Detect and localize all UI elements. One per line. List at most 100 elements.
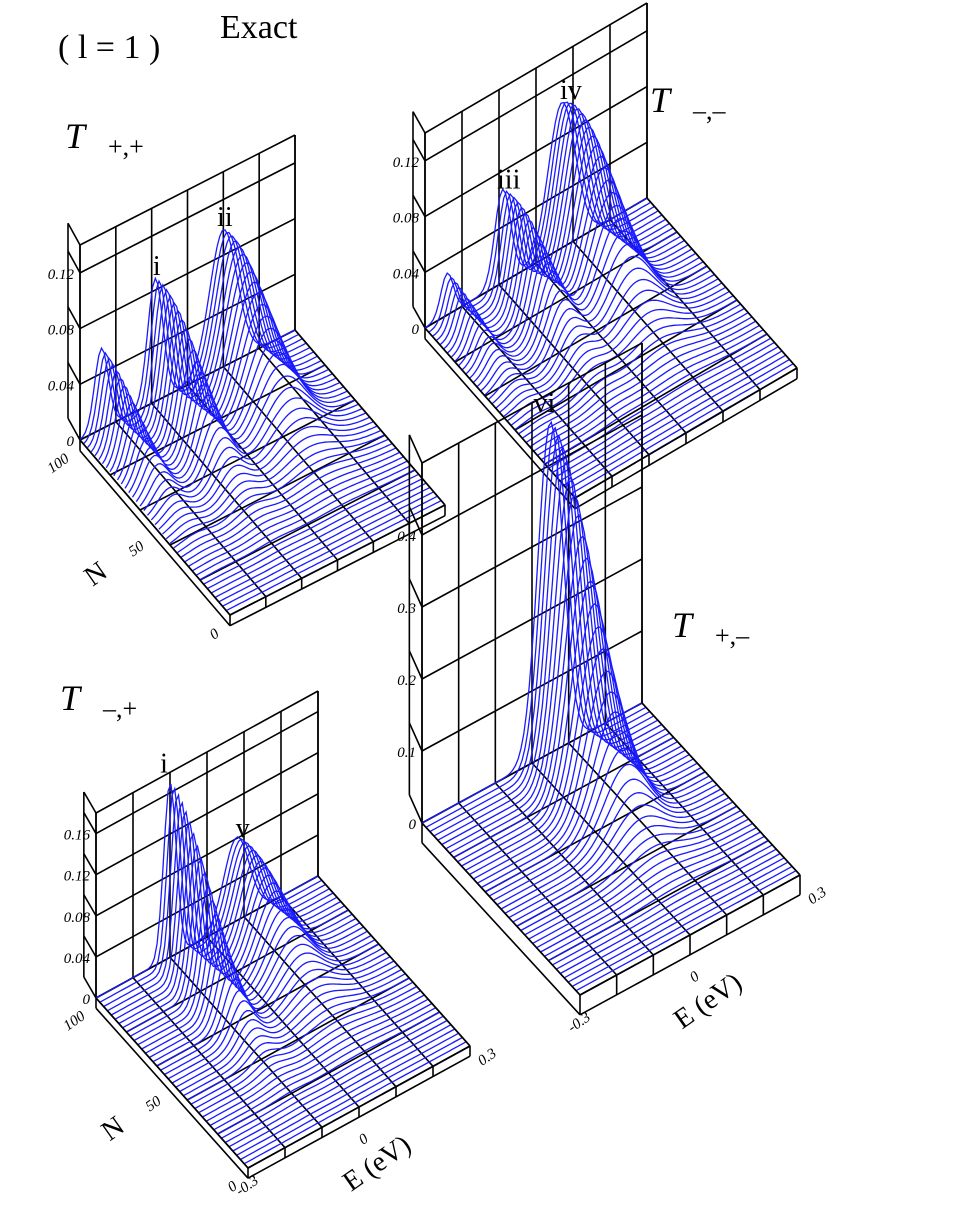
series-curve: [195, 464, 412, 576]
series-curve: [194, 985, 418, 1110]
z-tick-label: 0.12: [64, 869, 91, 885]
peak-annotation: i: [153, 251, 161, 282]
e-tick-label: 0.3: [475, 1046, 500, 1070]
series-curve: [520, 809, 742, 932]
series-curve: [156, 943, 380, 1067]
peak-annotation: i: [160, 749, 168, 780]
series-curve: [544, 835, 765, 957]
curve-group: [424, 101, 798, 499]
left-edge-bottom: [421, 842, 581, 1016]
peak-annotation: ii: [217, 202, 233, 233]
z-tick-label: 0: [67, 434, 75, 450]
back-wall-top: [424, 2, 648, 134]
series-curve: [209, 1002, 433, 1127]
side-wall-tick: [83, 853, 97, 876]
e-tick-label: 0: [687, 968, 703, 986]
panel-4: 0 0.1 0.2 0.3 0.4 -0.3 0 0.3 E (eV) vi T +,‒: [397, 342, 830, 1036]
series-curve: [480, 691, 702, 889]
series-curve: [180, 447, 397, 558]
series-curve: [141, 907, 364, 1050]
series-curve: [457, 557, 678, 863]
series-curve: [575, 870, 797, 992]
series-curve: [164, 951, 387, 1076]
side-wall-cap: [408, 434, 423, 464]
side-wall-cap: [67, 222, 81, 246]
series-curve: [514, 299, 738, 430]
series-curve: [529, 316, 753, 448]
series-curve: [525, 312, 749, 443]
series-curve: [167, 956, 391, 1080]
series-curve: [492, 255, 715, 404]
floor-eline: [494, 782, 654, 956]
series-curve: [544, 333, 768, 465]
floor-nline: [79, 329, 296, 441]
series-curve: [150, 407, 367, 521]
series-curve: [500, 778, 722, 910]
left-edge: [424, 327, 576, 499]
n-axis-label: N: [96, 1110, 130, 1147]
series-curve: [213, 1007, 437, 1131]
series-curve: [122, 844, 345, 1029]
series-curve: [218, 491, 435, 603]
series-curve: [528, 818, 749, 940]
method-label: Exact: [220, 9, 298, 46]
series-curve: [135, 363, 352, 502]
case-label: ( l = 1 ): [58, 29, 160, 66]
series-curve: [496, 763, 718, 906]
side-wall-tick: [67, 362, 81, 385]
peak-annotation: iv: [560, 75, 582, 106]
curve-group: [79, 229, 446, 616]
side-wall-cap: [412, 111, 426, 134]
series-curve: [145, 916, 368, 1054]
series-curve: [484, 711, 706, 893]
series-curve: [495, 267, 719, 409]
right-edge: [317, 875, 471, 1047]
series-curve: [571, 865, 793, 987]
series-curve: [158, 420, 375, 530]
series-curve: [210, 482, 427, 594]
n-tick-label: 50: [126, 538, 148, 560]
series-curve: [555, 346, 779, 478]
series-curve: [133, 885, 357, 1042]
z-tick-label: 0.08: [48, 323, 75, 339]
series-curve: [484, 230, 708, 396]
right-edge: [646, 197, 798, 369]
floor-eline: [568, 742, 728, 916]
series-curve: [563, 857, 785, 979]
series-curve: [184, 451, 401, 563]
side-wall-tick: [412, 250, 426, 273]
curve-group: [421, 420, 801, 996]
series-curve: [508, 797, 730, 919]
z-tick-label: 0.04: [393, 266, 420, 282]
left-edge: [79, 439, 231, 616]
back-wall-hline: [424, 30, 648, 162]
series-curve: [563, 354, 787, 486]
e-axis-label: E (eV): [668, 967, 748, 1036]
series-curve: [445, 494, 667, 850]
n-tick-label: 50: [143, 1093, 165, 1115]
z-tick-label: 0.3: [397, 601, 416, 617]
left-edge-bottom: [424, 338, 576, 510]
series-curve: [105, 271, 322, 469]
right-edge: [641, 702, 801, 876]
series-curve: [465, 167, 689, 375]
series-curve: [205, 998, 429, 1122]
series-curve: [188, 456, 405, 567]
floor-eline: [535, 262, 687, 434]
floor-eline: [531, 762, 691, 936]
series-curve: [139, 375, 356, 507]
side-wall-tick: [67, 417, 81, 441]
side-wall-tick: [408, 794, 423, 824]
peak-annotation: v: [236, 813, 250, 844]
series-curve: [240, 1036, 463, 1161]
n-tick-label: 100: [45, 451, 73, 477]
back-wall-top: [95, 690, 319, 814]
series-curve: [171, 960, 395, 1084]
side-wall-tick: [67, 250, 81, 274]
series-curve: [461, 580, 682, 867]
series-curve: [152, 934, 376, 1063]
series-curve: [236, 1032, 459, 1156]
side-wall-tick: [83, 812, 97, 834]
series-curve: [522, 307, 745, 439]
